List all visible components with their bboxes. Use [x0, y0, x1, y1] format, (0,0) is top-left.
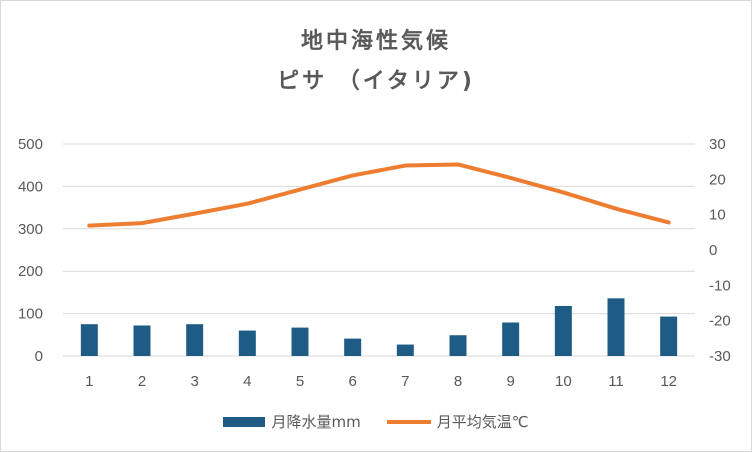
x-tick-label: 6 [348, 373, 356, 390]
y-right-tick-label: 10 [709, 207, 726, 224]
precipitation-bar [607, 298, 625, 356]
x-tick-label: 4 [243, 373, 251, 390]
precipitation-bar [344, 338, 362, 356]
precipitation-bar [291, 327, 309, 356]
x-tick-label: 5 [296, 373, 304, 390]
y-right-tick-label: 0 [709, 242, 717, 259]
chart-subtitle: ピサ （イタリア) [277, 69, 475, 94]
legend: 月降水量mm 月平均気温℃ [1, 411, 751, 432]
y-left-tick-label: 400 [18, 178, 43, 195]
precipitation-bar [660, 316, 678, 356]
precipitation-bar [449, 335, 467, 356]
y-left-tick-label: 500 [18, 136, 43, 153]
y-right-tick-label: -30 [709, 348, 731, 365]
legend-swatch-bar [223, 416, 266, 427]
y-left-tick-label: 300 [18, 221, 43, 238]
legend-item-precipitation: 月降水量mm [223, 411, 361, 432]
y-right-tick-label: 30 [709, 136, 726, 153]
x-tick-label: 8 [454, 373, 462, 390]
chart-title: 地中海性気候 [300, 29, 451, 54]
y-left-tick-label: 200 [18, 263, 43, 280]
y-right-tick-label: -20 [709, 313, 731, 330]
y-right-tick-label: 20 [709, 171, 726, 188]
precipitation-bar [238, 330, 256, 356]
x-tick-label: 3 [190, 373, 198, 390]
temperature-line [87, 162, 671, 228]
precipitation-bar [396, 344, 414, 356]
y-right-tick-label: -10 [709, 277, 731, 294]
precipitation-bar [554, 305, 572, 356]
legend-item-temperature: 月平均気温℃ [386, 411, 529, 432]
precipitation-bar [80, 324, 98, 356]
y-left-tick-label: 0 [35, 348, 43, 365]
precipitation-bar [186, 324, 204, 356]
x-tick-label: 11 [608, 373, 624, 390]
x-tick-label: 10 [555, 373, 572, 390]
x-tick-label: 1 [85, 373, 93, 390]
legend-swatch-line [386, 419, 431, 424]
legend-label-precipitation: 月降水量mm [271, 413, 361, 431]
x-tick-label: 9 [506, 373, 514, 390]
x-tick-label: 7 [401, 373, 409, 390]
y-left-tick-label: 100 [18, 306, 43, 323]
precipitation-bar [502, 322, 520, 356]
x-tick-label: 12 [660, 373, 677, 390]
precipitation-bar [133, 325, 151, 356]
legend-label-temperature: 月平均気温℃ [436, 413, 529, 431]
x-tick-label: 2 [138, 373, 146, 390]
